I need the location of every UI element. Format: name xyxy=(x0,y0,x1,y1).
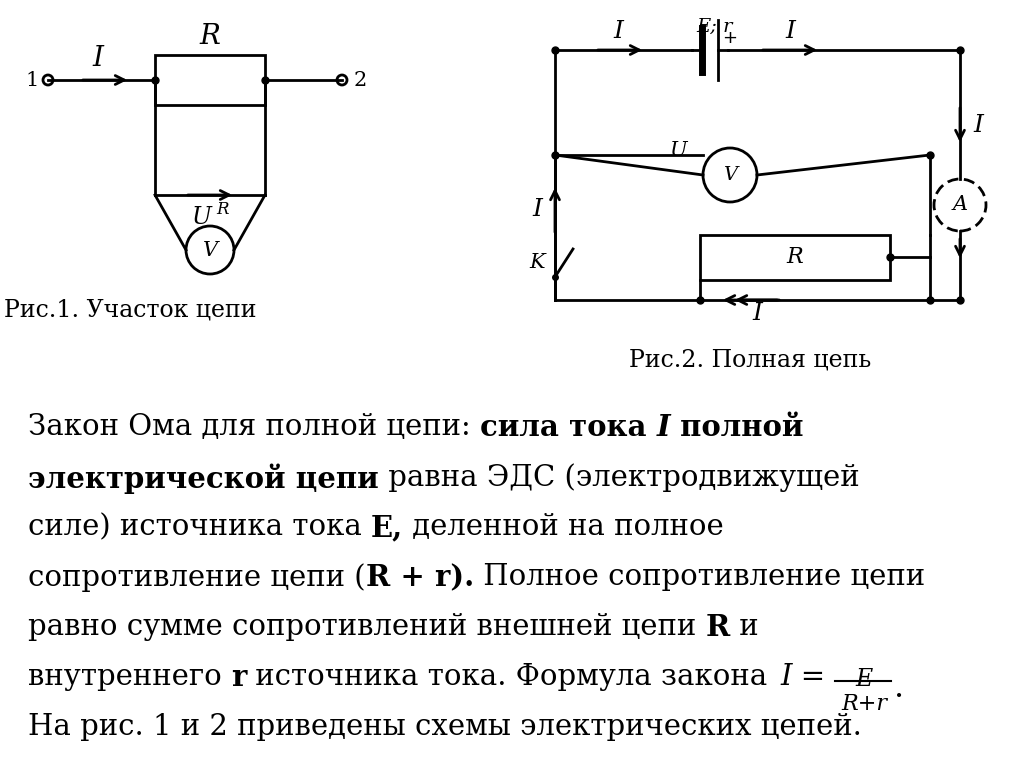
Text: V: V xyxy=(203,241,217,259)
Text: На рис. 1 и 2 приведены схемы электрических цепей.: На рис. 1 и 2 приведены схемы электричес… xyxy=(28,713,862,741)
Text: K: K xyxy=(529,254,545,272)
Text: I: I xyxy=(613,19,623,42)
Bar xyxy=(700,235,890,280)
Text: 1: 1 xyxy=(26,71,39,90)
Text: r: r xyxy=(231,663,247,692)
Text: R: R xyxy=(216,200,228,218)
Text: равно сумме сопротивлений внешней цепи: равно сумме сопротивлений внешней цепи xyxy=(28,613,706,641)
Text: R + r).: R + r). xyxy=(366,563,474,592)
Text: A: A xyxy=(952,196,968,215)
Text: Закон Ома для полной цепи:: Закон Ома для полной цепи: xyxy=(28,413,480,441)
Text: сопротивление цепи (: сопротивление цепи ( xyxy=(28,563,366,592)
Text: I: I xyxy=(656,413,671,442)
Text: I: I xyxy=(785,19,795,42)
Text: равна ЭДС (электродвижущей: равна ЭДС (электродвижущей xyxy=(379,463,859,492)
Text: Рис.1. Участок цепи: Рис.1. Участок цепи xyxy=(4,298,256,321)
Text: Рис.2. Полная цепь: Рис.2. Полная цепь xyxy=(629,348,871,371)
Text: электрической цепи: электрической цепи xyxy=(28,463,379,493)
Text: силе) источника тока: силе) источника тока xyxy=(28,513,371,541)
Text: I: I xyxy=(973,114,983,137)
Text: E; r: E; r xyxy=(696,18,733,36)
Text: R: R xyxy=(786,246,804,268)
Text: и: и xyxy=(730,613,759,641)
Text: R: R xyxy=(706,613,730,642)
Text: Полное сопротивление цепи: Полное сопротивление цепи xyxy=(474,563,925,591)
Text: V: V xyxy=(723,166,737,184)
Text: U: U xyxy=(670,140,687,160)
Text: R: R xyxy=(200,24,220,51)
Text: .: . xyxy=(894,673,904,704)
Text: 2: 2 xyxy=(353,71,367,90)
Text: U: U xyxy=(193,206,212,229)
Text: I: I xyxy=(92,44,103,71)
Text: сила тока: сила тока xyxy=(480,413,656,442)
Text: R+r: R+r xyxy=(842,693,887,715)
Text: E: E xyxy=(856,668,872,691)
Text: I: I xyxy=(532,199,542,222)
Text: полной: полной xyxy=(671,413,804,442)
Text: источника тока. Формула закона: источника тока. Формула закона xyxy=(247,663,777,691)
Text: I =: I = xyxy=(781,663,836,691)
Bar xyxy=(155,55,265,105)
Text: I: I xyxy=(752,301,762,324)
Text: Е,: Е, xyxy=(371,513,403,542)
Text: деленной на полное: деленной на полное xyxy=(403,513,724,541)
Text: +: + xyxy=(723,29,737,47)
Text: внутреннего: внутреннего xyxy=(28,663,231,691)
